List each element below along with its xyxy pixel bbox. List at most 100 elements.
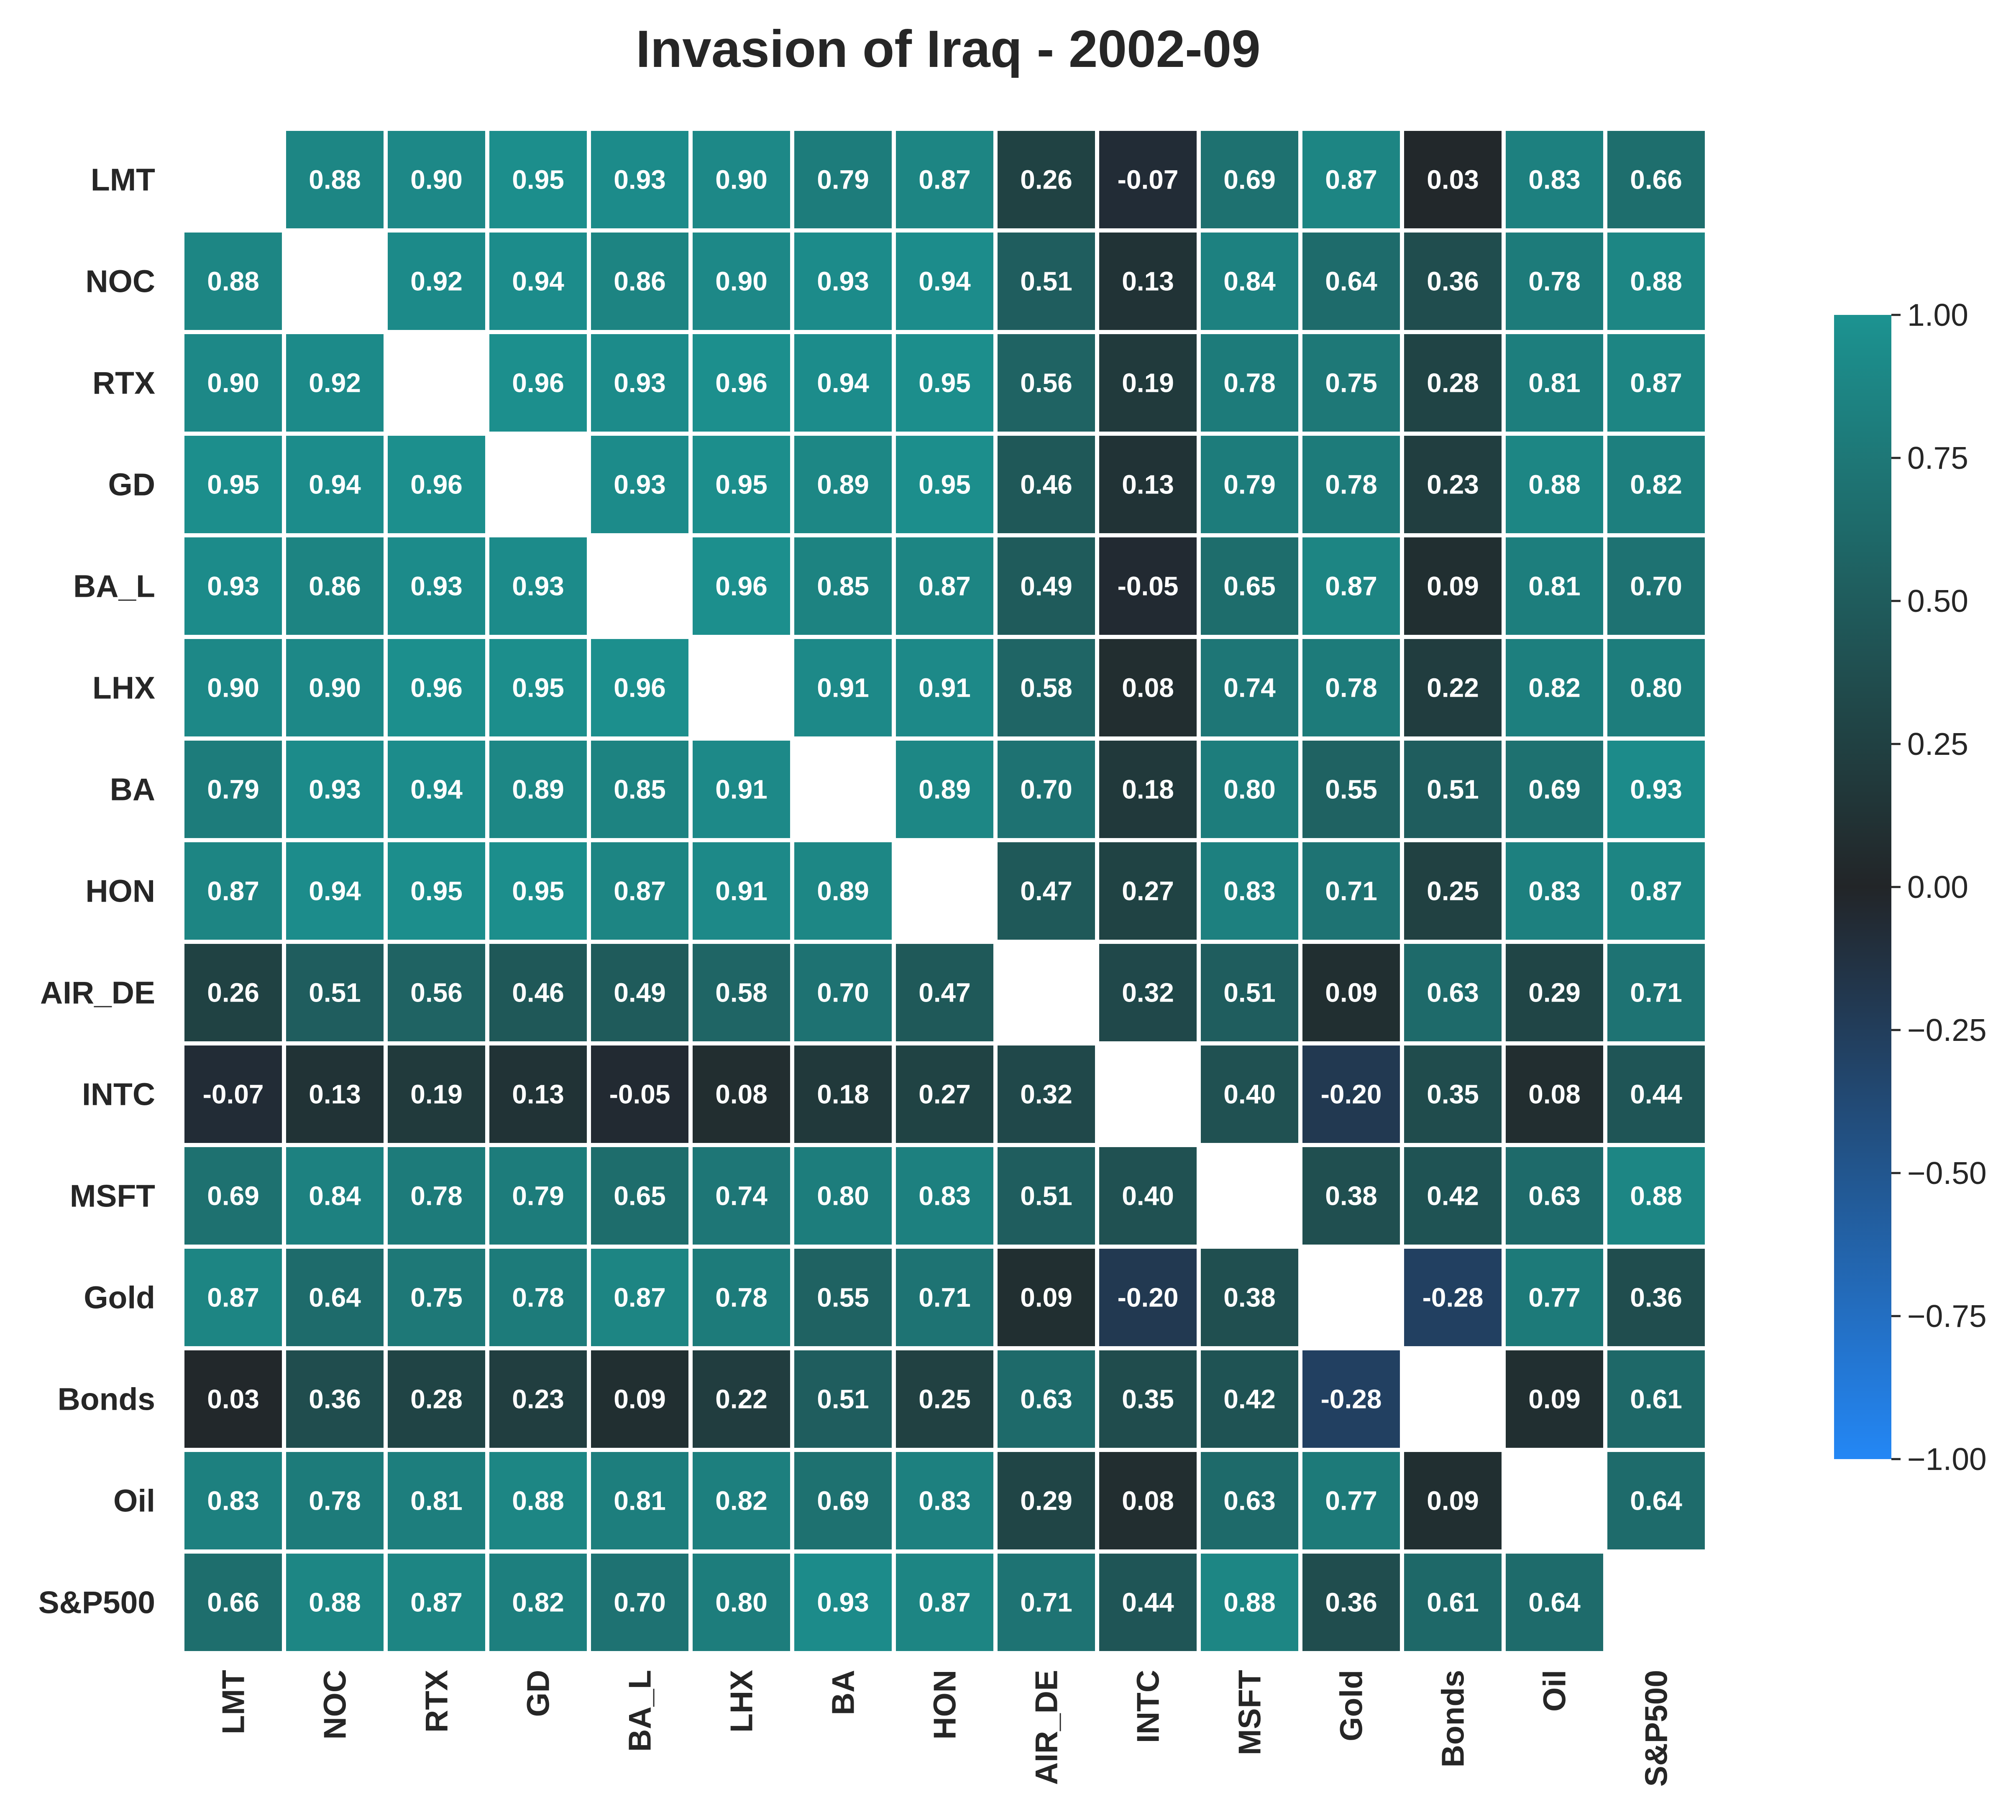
heatmap-cell-oil-noc — [286, 1452, 384, 1549]
cell-value-label: 0.87 — [614, 876, 666, 906]
heatmap-cell-lhx-oil — [1506, 639, 1603, 736]
row-label-msft: MSFT — [70, 1178, 155, 1214]
heatmap-cell-lhx-sandp500 — [1607, 639, 1705, 736]
cell-value-label: 0.90 — [715, 266, 768, 297]
heatmap-cell-hon-ba-l — [591, 842, 688, 940]
cell-value-label: 0.08 — [1122, 673, 1174, 703]
cell-value-label: 0.19 — [1122, 368, 1174, 398]
cell-value-label: 0.90 — [410, 165, 463, 195]
cell-value-label: 0.94 — [309, 876, 361, 906]
heatmap-cell-ba-l-oil — [1506, 537, 1603, 635]
cell-value-label: 0.78 — [1325, 470, 1377, 500]
heatmap-cell-gold-noc — [286, 1249, 384, 1346]
cell-value-label: 0.91 — [817, 673, 869, 703]
heatmap-cell-gold-sandp500 — [1607, 1249, 1705, 1346]
row-label-ba: BA — [110, 772, 155, 807]
cell-value-label: 0.83 — [1223, 876, 1276, 906]
cell-value-label: 0.13 — [1122, 266, 1174, 297]
cell-value-label: 0.64 — [1528, 1587, 1581, 1618]
heatmap-cell-lmt-oil — [1506, 131, 1603, 228]
heatmap-cell-bonds-ba-l — [591, 1350, 688, 1448]
cell-value-label: 0.08 — [715, 1079, 768, 1109]
heatmap-cell-lmt-msft — [1201, 131, 1298, 228]
cell-value-label: 0.95 — [207, 470, 259, 500]
heatmap-cell-sandp500-msft — [1201, 1554, 1298, 1651]
cell-value-label: 0.78 — [410, 1181, 463, 1211]
cell-value-label: 0.09 — [614, 1384, 666, 1414]
cell-value-label: 0.82 — [512, 1587, 564, 1618]
cell-value-label: 0.19 — [410, 1079, 463, 1109]
cell-value-label: 0.38 — [1223, 1283, 1276, 1313]
heatmap-cell-air-de-lmt — [184, 944, 282, 1041]
cell-value-label: 0.87 — [1630, 368, 1682, 398]
cell-value-label: 0.94 — [817, 368, 869, 398]
heatmap-cell-oil-lhx — [693, 1452, 790, 1549]
heatmap-cell-oil-gold — [1302, 1452, 1400, 1549]
cell-value-label: 0.49 — [1020, 571, 1072, 601]
cell-value-label: 0.44 — [1630, 1079, 1682, 1109]
cell-value-label: 0.81 — [1528, 571, 1581, 601]
cell-value-label: 0.28 — [410, 1384, 463, 1414]
heatmap-cell-hon-lmt — [184, 842, 282, 940]
heatmap-cell-msft-noc — [286, 1147, 384, 1245]
cell-value-label: 0.81 — [410, 1486, 463, 1516]
cell-value-label: 0.80 — [1223, 775, 1276, 805]
heatmap-cell-bonds-noc — [286, 1350, 384, 1448]
cell-value-label: 0.25 — [918, 1384, 971, 1414]
cell-value-label: 0.79 — [207, 775, 259, 805]
heatmap-cell-noc-hon — [896, 233, 993, 330]
cell-value-label: 0.88 — [1630, 266, 1682, 297]
cell-value-label: 0.03 — [207, 1384, 259, 1414]
cell-value-label: 0.91 — [715, 775, 768, 805]
heatmap-cell-gd-sandp500 — [1607, 436, 1705, 533]
heatmap-cell-oil-air-de — [998, 1452, 1095, 1549]
cell-value-label: 0.87 — [207, 1283, 259, 1313]
heatmap-cell-gold-ba — [794, 1249, 892, 1346]
cell-value-label: 0.87 — [410, 1587, 463, 1618]
heatmap-cell-hon-bonds — [1404, 842, 1502, 940]
cell-value-label: 0.08 — [1528, 1079, 1581, 1109]
cell-value-label: 0.69 — [207, 1181, 259, 1211]
heatmap-cell-intc-lmt — [184, 1045, 282, 1143]
cell-value-label: 0.81 — [614, 1486, 666, 1516]
heatmap-cell-msft-lhx — [693, 1147, 790, 1245]
cell-value-label: 0.93 — [614, 165, 666, 195]
heatmap-cell-bonds-msft — [1201, 1350, 1298, 1448]
column-label-sandp500: S&P500 — [1639, 1670, 1674, 1787]
heatmap-cell-gd-ba — [794, 436, 892, 533]
cell-value-label: 0.13 — [309, 1079, 361, 1109]
heatmap-cell-gd-oil — [1506, 436, 1603, 533]
heatmap-cell-intc-sandp500 — [1607, 1045, 1705, 1143]
heatmap-cell-ba-l-air-de — [998, 537, 1095, 635]
cell-value-label: 0.65 — [614, 1181, 666, 1211]
cell-value-label: 0.09 — [1020, 1283, 1072, 1313]
heatmap-cell-lmt-ba-l — [591, 131, 688, 228]
heatmap-cell-rtx-hon — [896, 334, 993, 432]
cell-value-label: 0.96 — [715, 571, 768, 601]
cell-value-label: 0.32 — [1020, 1079, 1072, 1109]
cell-value-label: 0.36 — [1427, 266, 1479, 297]
heatmap-cell-hon-oil — [1506, 842, 1603, 940]
heatmap-cell-gold-ba-l — [591, 1249, 688, 1346]
cell-value-label: 0.83 — [1528, 876, 1581, 906]
heatmap-cell-gold-intc — [1099, 1249, 1197, 1346]
heatmap-cell-hon-ba — [794, 842, 892, 940]
heatmap-cell-ba-l-msft — [1201, 537, 1298, 635]
column-label-gd: GD — [521, 1670, 556, 1717]
heatmap-cell-ba-rtx — [388, 741, 485, 838]
heatmap-cell-msft-ba-l — [591, 1147, 688, 1245]
column-labels: LMT NOC RTX GD BA_L LHX BA HON AIR_DE INTC MSFT Gol… — [216, 1670, 1674, 1787]
heatmap-cell-gold-hon — [896, 1249, 993, 1346]
cell-value-label: 0.64 — [309, 1283, 361, 1313]
heatmap-cell-gd-rtx — [388, 436, 485, 533]
cell-value-label: 0.13 — [1122, 470, 1174, 500]
cell-value-label: 0.36 — [1325, 1587, 1377, 1618]
heatmap-cell-sandp500-bonds — [1404, 1554, 1502, 1651]
cell-value-label: 0.93 — [512, 571, 564, 601]
heatmap-cell-bonds-lmt — [184, 1350, 282, 1448]
cell-value-label: 0.71 — [1325, 876, 1377, 906]
cell-value-label: 0.87 — [918, 571, 971, 601]
heatmap-cell-gd-air-de — [998, 436, 1095, 533]
heatmap-cell-air-de-rtx — [388, 944, 485, 1041]
